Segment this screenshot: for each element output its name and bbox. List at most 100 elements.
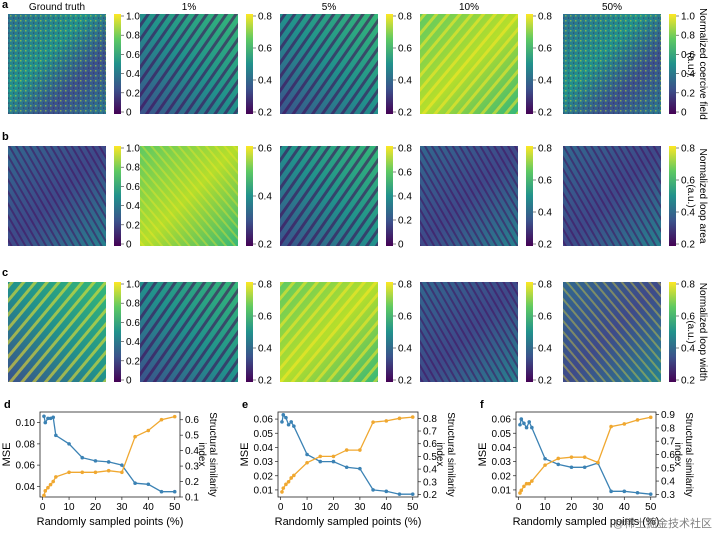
ssim-data-point [582, 455, 587, 459]
panel-letter: f [480, 399, 484, 411]
heatmap-texture [8, 14, 106, 114]
y-right-tick-label: 0.6 [185, 415, 199, 426]
x-tick-label: 10 [539, 502, 551, 513]
mse-data-point [530, 425, 534, 430]
colorbar-tick-label: 1.0 [126, 144, 140, 155]
x-tick-label: 50 [169, 502, 181, 513]
y-right-axis-label-line: index [434, 443, 445, 467]
ssim-data-point [344, 448, 349, 452]
y-left-tick-label: 0.06 [492, 415, 512, 426]
x-tick-label: 40 [381, 502, 393, 513]
y-left-tick-label: 0.10 [16, 418, 36, 429]
colorbar-tick-label: 0.6 [398, 312, 412, 323]
mse-data-point [106, 460, 111, 464]
y-right-tick-label: 0.6 [661, 450, 675, 461]
ssim-data-point [609, 424, 613, 429]
ssim-data-point [410, 415, 415, 419]
colorbar-tick-label: 0.2 [258, 240, 272, 251]
colorbar-tick-label: 0.4 [126, 201, 140, 212]
mse-data-point [609, 489, 613, 494]
ssim-data-point [648, 415, 653, 420]
ssim-series-line [281, 416, 413, 493]
x-axis-label: Randomly sampled points (%) [275, 516, 422, 528]
y-right-axis-label-line: index [196, 443, 207, 467]
x-tick-label: 50 [407, 502, 419, 513]
colorbar-tick-label: 0.8 [538, 144, 552, 155]
y-right-tick-label: 0.3 [661, 490, 675, 501]
colorbar-tick-label: 0.8 [126, 299, 140, 310]
mse-data-point [518, 422, 522, 427]
y-left-tick-label: 0.01 [254, 485, 274, 496]
colorbar-tick-label: 0.2 [258, 376, 272, 387]
y-right-tick-label: 0.4 [661, 477, 675, 488]
colorbar-tick-label: 0.4 [398, 344, 412, 355]
heatmap-texture [420, 14, 518, 114]
y-left-tick-label: 0.04 [254, 443, 274, 454]
colorbar-tick-label: 0.8 [398, 280, 412, 291]
colorbar-tick-label: 0.4 [681, 69, 695, 80]
colorbar-tick-label: 0.6 [398, 44, 412, 55]
ssim-data-point [596, 460, 600, 465]
colorbar-tick-label: 0.6 [681, 176, 695, 187]
colorbar-tick-label: 0.8 [126, 31, 140, 42]
mse-data-point [289, 420, 294, 424]
colorbar-tick-label: 0.8 [681, 31, 695, 42]
colorbar [246, 282, 253, 382]
heatmap-texture [563, 146, 661, 246]
ssim-data-point [284, 482, 288, 487]
side-label-line: (a.u.) [685, 52, 696, 75]
y-right-tick-label: 0.8 [423, 414, 437, 425]
ssim-data-point [318, 454, 323, 459]
ssim-data-point [522, 484, 526, 489]
y-left-axis-label: MSE [477, 443, 489, 467]
colorbar-tick-label: 0.4 [681, 344, 695, 355]
side-label-line: (a.u.) [685, 184, 696, 207]
mse-data-point [281, 413, 286, 417]
mse-data-point [569, 465, 574, 470]
colorbar [669, 146, 676, 246]
ssim-data-point [51, 479, 56, 484]
panel-letter: d [4, 399, 11, 411]
ssim-data-point [120, 470, 124, 475]
side-label: Normalized loop area(a.u.) [685, 148, 708, 243]
ssim-data-point [371, 420, 375, 424]
colorbar-tick-label: 0.6 [538, 312, 552, 323]
ssim-data-point [289, 476, 294, 480]
mse-data-point [318, 459, 323, 464]
mse-data-point [292, 424, 296, 428]
x-tick-label: 20 [328, 502, 340, 513]
colorbar-tick-label: 0.2 [538, 108, 552, 119]
map-grid: a 1.0 0.8 0.6 0.4 0.2 0 0.8 0.6 0.4 0.2 0.8 0.6 0.4 0.… [2, 0, 708, 387]
y-left-tick-label: 0.02 [492, 471, 512, 482]
colorbar-tick-label: 0.8 [398, 12, 412, 23]
ssim-series-line [519, 416, 651, 494]
colorbar-tick-label: 0.2 [258, 108, 272, 119]
x-tick-label: 40 [143, 502, 155, 513]
side-label-line: Normalized coercive field [697, 8, 708, 120]
heatmap-texture [563, 14, 661, 114]
colorbar-tick-label: 0.4 [398, 192, 412, 203]
mse-data-point [172, 489, 177, 494]
y-left-axis-label: MSE [239, 443, 251, 467]
y-left-tick-label: 0.05 [254, 429, 274, 440]
colorbar-tick-label: 0.6 [126, 182, 140, 193]
colorbar [114, 146, 121, 246]
y-right-tick-label: 0.7 [423, 427, 437, 438]
heatmap-texture [280, 282, 378, 382]
ssim-data-point [530, 479, 534, 483]
colorbar-tick-label: 0.2 [538, 376, 552, 387]
ssim-data-point [519, 488, 524, 493]
colorbar [526, 146, 533, 246]
mse-data-point [397, 492, 402, 496]
x-axis-label: Randomly sampled points (%) [37, 516, 184, 528]
y-right-tick-label: 0.2 [185, 477, 199, 488]
column-title: Ground truth [29, 2, 85, 13]
heatmap-texture [140, 14, 238, 114]
mse-data-point [648, 492, 653, 496]
ssim-data-point [42, 493, 46, 498]
mse-data-point [635, 490, 640, 495]
mse-series-line [281, 413, 413, 495]
ssim-data-point [622, 422, 627, 426]
ssim-data-point [527, 481, 532, 486]
y-left-tick-label: 0.03 [492, 457, 512, 468]
